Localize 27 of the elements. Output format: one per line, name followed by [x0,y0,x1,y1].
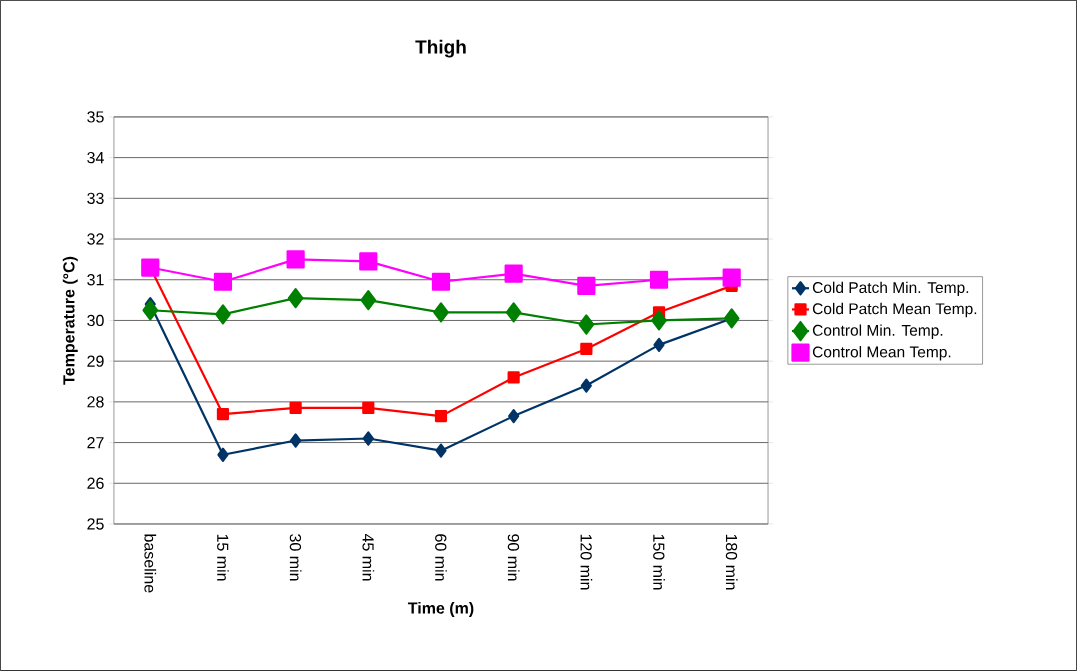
legend-label: Control Mean Temp. [812,346,951,361]
y-tick-label: 31 [87,274,104,286]
x-axis-title: Time (m) [407,602,474,617]
y-tick-label: 29 [87,355,104,367]
legend-label: Cold Patch Min. Temp. [812,281,969,297]
y-tick-label: 30 [87,314,104,327]
x-tick-label: 60 min [435,534,447,581]
y-tick-label: 33 [87,192,104,205]
y-tick-label: 34 [87,152,104,164]
x-tick-label: 90 min [507,534,520,581]
x-tick-label: 180 min [725,534,738,590]
y-tick-label: 26 [87,477,104,489]
x-tick-label: 15 min [217,534,229,581]
y-tick-label: 27 [87,437,104,449]
x-tick-label: 150 min [653,534,665,590]
y-tick-label: 25 [87,518,104,530]
legend-label: Control Min. Temp. [812,324,943,339]
x-tick-label: baseline [144,534,157,593]
y-tick-label: 28 [87,396,104,408]
x-tick-label: 30 min [289,534,302,581]
legend-label: Cold Patch Mean Temp. [812,302,977,318]
x-tick-label: 45 min [362,533,375,581]
y-tick-label: 35 [87,111,104,123]
chart-title: Thigh [415,39,466,58]
y-tick-label: 32 [87,233,104,245]
y-axis-title: Temperature (°C) [62,256,78,385]
x-tick-label: 120 min [580,534,593,590]
